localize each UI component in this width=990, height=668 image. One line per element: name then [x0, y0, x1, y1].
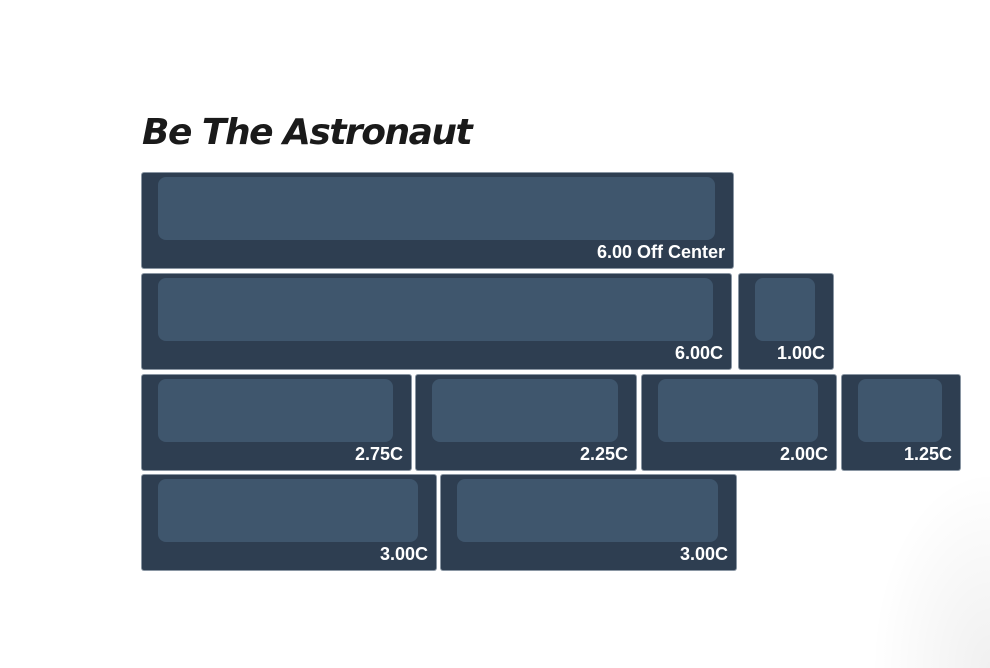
keycap-top — [858, 379, 942, 442]
keycap-top — [158, 479, 418, 542]
page-title: Be The Astronaut — [142, 112, 473, 153]
keycap-label: 6.00 Off Center — [596, 242, 725, 262]
keycap-label: 3.00C — [379, 544, 428, 564]
keycap-label: 1.00C — [776, 343, 825, 363]
keycap-label: 1.25C — [903, 444, 952, 464]
keycap-top — [755, 278, 815, 341]
keycap: 3.00C — [441, 475, 736, 570]
keycap-top — [432, 379, 618, 442]
keycap-label: 3.00C — [679, 544, 728, 564]
keycap-label: 6.00C — [674, 343, 723, 363]
keycap: 2.25C — [416, 375, 636, 470]
keycap: 1.25C — [842, 375, 960, 470]
keycap-top — [457, 479, 718, 542]
keycap: 1.00C — [739, 274, 833, 369]
keycap-label: 2.25C — [579, 444, 628, 464]
keycap-label: 2.75C — [354, 444, 403, 464]
keycap: 6.00C — [142, 274, 731, 369]
keycap-top — [158, 379, 393, 442]
keycap-top — [158, 278, 713, 341]
background-shadow — [870, 468, 990, 668]
keycap-label: 2.00C — [779, 444, 828, 464]
keycap: 2.00C — [642, 375, 836, 470]
keycap-top — [658, 379, 818, 442]
keycap: 2.75C — [142, 375, 411, 470]
keycap-top — [158, 177, 715, 240]
keycap: 6.00 Off Center — [142, 173, 733, 268]
keycap: 3.00C — [142, 475, 436, 570]
